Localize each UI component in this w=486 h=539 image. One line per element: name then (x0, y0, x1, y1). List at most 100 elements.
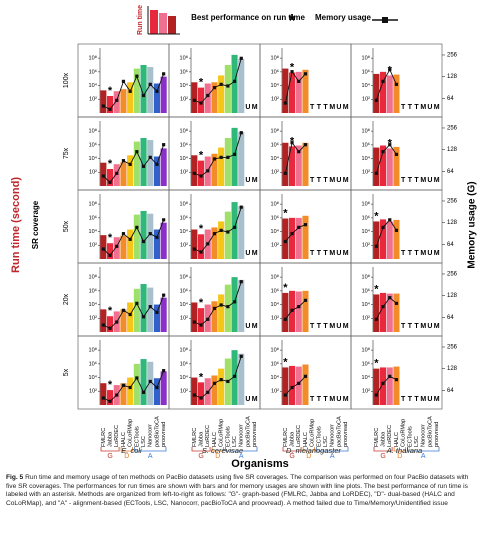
method-label: pacBioToCA (245, 416, 251, 447)
y-tick-label: 10⁴ (89, 228, 98, 235)
bar (386, 75, 393, 113)
status-label: M (329, 177, 335, 184)
memory-line (284, 70, 306, 104)
memory-line (375, 68, 397, 101)
memory-line (102, 219, 165, 256)
y-tick-label: 10⁶ (180, 287, 188, 294)
y2-tick-label: 256 (447, 199, 458, 205)
y-tick-label: 10² (362, 170, 370, 176)
status-label: T (310, 396, 315, 403)
best-marker: * (108, 158, 113, 170)
bar (191, 229, 198, 259)
bar (160, 297, 167, 332)
bar (238, 353, 245, 405)
y-tick-label: 10⁸ (271, 128, 279, 135)
bar (295, 291, 302, 332)
bar (289, 217, 296, 259)
method-label: LSC (141, 436, 147, 447)
status-label: T (401, 396, 406, 403)
best-marker: * (108, 379, 113, 391)
bar (120, 235, 127, 259)
bar (386, 367, 393, 405)
method-label: LoRDEC (296, 425, 302, 447)
x-axis-label: Organisms (231, 458, 288, 470)
caption-label: Fig. 5 (6, 474, 24, 481)
group-bracket (282, 447, 302, 452)
y-tick-label: 10⁴ (362, 82, 371, 89)
group-bracket (211, 447, 224, 452)
memory-point (374, 317, 378, 321)
bar (224, 211, 231, 259)
bar (386, 148, 393, 186)
y-tick-label: 10⁸ (362, 347, 370, 354)
row-label: 20x (63, 293, 70, 305)
bar (393, 366, 400, 405)
bar (386, 293, 393, 332)
bar (133, 68, 140, 113)
group-label: A (239, 453, 244, 460)
organism-label: S. cerevisae (202, 446, 243, 455)
method-label: LoRDEC (205, 425, 211, 447)
group-bracket (134, 447, 167, 452)
status-label: T (323, 250, 328, 257)
memory-point (303, 143, 308, 147)
y-tick-label: 10⁶ (271, 68, 279, 75)
status-label: M (329, 250, 335, 257)
bar (289, 146, 296, 186)
y2-tick-label: 64 (447, 96, 454, 102)
y-tick-label: 10⁸ (362, 201, 370, 208)
bar (198, 382, 205, 405)
bar (113, 91, 120, 113)
memory-line (285, 224, 306, 242)
y-tick-label: 10² (362, 389, 370, 395)
legend-bar-icon (168, 16, 176, 34)
bar (380, 219, 387, 259)
memory-line (285, 300, 306, 320)
y-tick-label: 10² (180, 97, 188, 103)
bar (100, 162, 107, 186)
best-marker: * (108, 232, 113, 244)
status-label: M (343, 177, 349, 184)
y-tick-label: 10⁸ (362, 274, 370, 281)
y-tick-label: 10⁶ (271, 141, 279, 148)
bar (133, 363, 140, 405)
bar (160, 222, 167, 259)
bar (231, 54, 238, 113)
status-label: M (252, 396, 258, 403)
memory-point (283, 393, 287, 397)
status-label: T (317, 177, 322, 184)
y-tick-label: 10⁶ (180, 141, 188, 148)
y-tick-label: 10⁴ (362, 228, 371, 235)
bar (295, 217, 302, 259)
bar (147, 213, 154, 259)
method-label: LSC (232, 436, 238, 447)
memory-point (162, 293, 166, 297)
bar (302, 215, 309, 259)
legend-bar-icon (150, 10, 158, 34)
y-tick-label: 10² (89, 97, 97, 103)
bar (100, 309, 107, 332)
bar (140, 64, 147, 113)
memory-line (194, 356, 242, 399)
status-label: T (323, 177, 328, 184)
y-tick-label: 10⁴ (271, 82, 280, 89)
y-tick-label: 10² (89, 316, 97, 322)
memory-point (283, 239, 287, 244)
status-label: T (317, 396, 322, 403)
memory-line (284, 141, 306, 174)
bar (231, 202, 238, 259)
legend-run-time: Run time (137, 5, 144, 35)
bar (289, 72, 296, 113)
status-label: M (420, 323, 426, 330)
method-label: CoLoRMap (401, 419, 407, 447)
bar (107, 316, 114, 332)
bar (282, 68, 289, 113)
best-marker: * (199, 150, 204, 162)
bar (211, 153, 218, 186)
status-label: M (252, 250, 258, 257)
bar (100, 90, 107, 113)
bar (160, 76, 167, 113)
y-tick-label: 10⁶ (362, 141, 370, 148)
y2-tick-label: 256 (447, 272, 458, 278)
status-label: T (310, 177, 315, 184)
